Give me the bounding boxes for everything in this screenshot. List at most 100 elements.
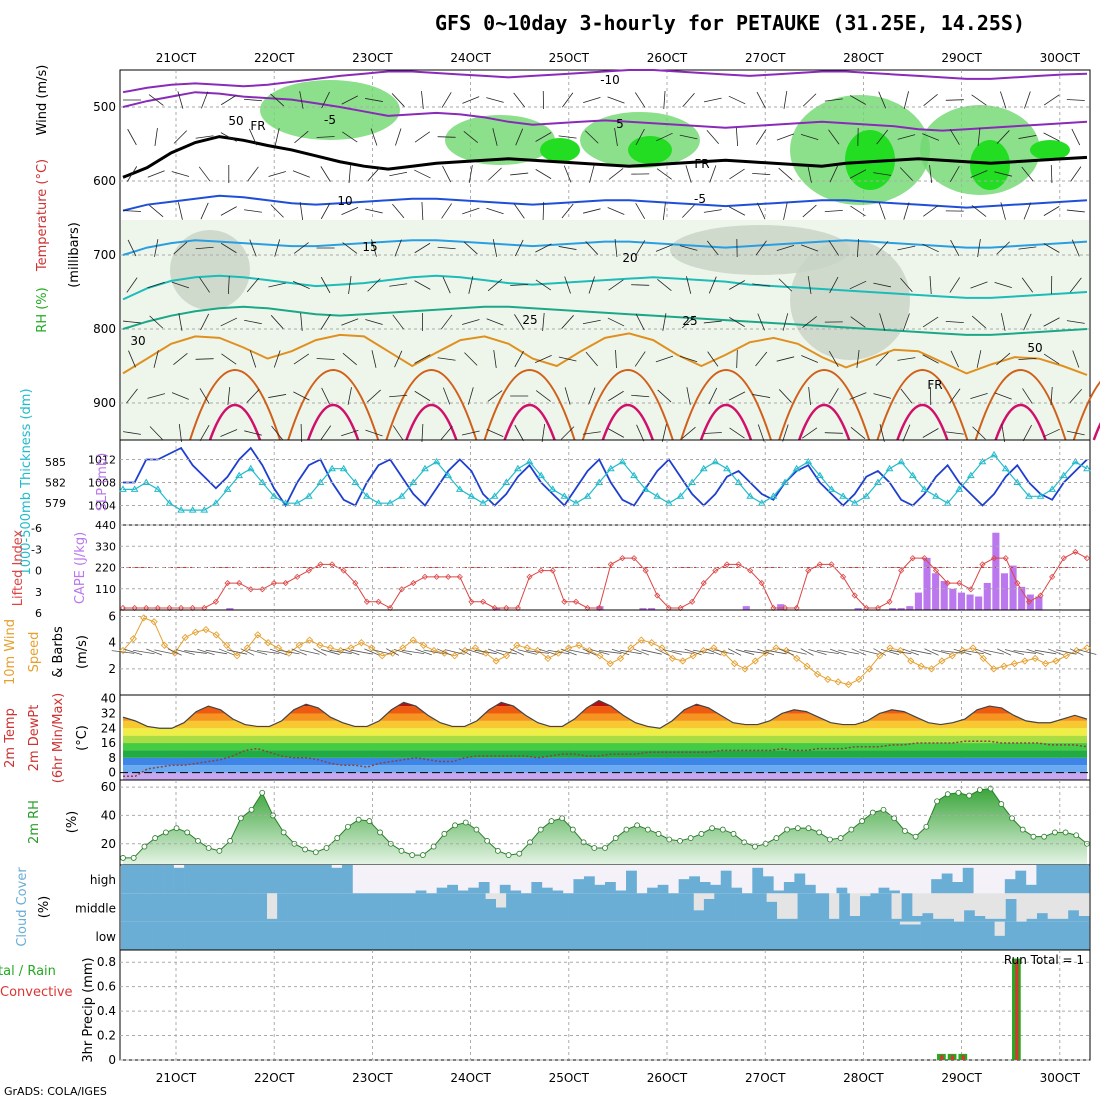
rh-axis-label-a: 2m RH — [27, 800, 42, 844]
wind10m-marker — [844, 680, 853, 689]
wind10m-marker — [679, 657, 687, 665]
wind-barb — [299, 91, 304, 109]
temp-band — [123, 743, 1087, 751]
wind-barb — [828, 388, 839, 404]
thickness-marker — [363, 492, 371, 499]
wind-barb — [147, 170, 165, 178]
cloud-cell — [289, 921, 301, 950]
cloud-cell — [583, 921, 595, 950]
rh-marker — [998, 801, 1005, 807]
cloud-cell — [464, 893, 476, 922]
cape-bar — [1035, 596, 1043, 610]
wind-barb — [873, 172, 892, 176]
warm-contour — [189, 369, 281, 441]
cloud-cell — [836, 921, 848, 950]
cloud-cell — [215, 865, 227, 894]
wind10m-label-c: & Barbs — [51, 626, 66, 678]
thickness-marker — [746, 492, 755, 499]
cloud-cell — [889, 890, 900, 894]
wind10m-barb — [800, 648, 814, 656]
wind10m-barb — [560, 648, 577, 656]
wind-barb — [949, 388, 961, 404]
rh-blob — [170, 230, 250, 310]
cape-bar — [889, 608, 897, 610]
wind-barb — [348, 164, 351, 184]
cloud-cell — [651, 893, 663, 922]
wind10m-marker — [627, 644, 635, 652]
precip-tick-label: 0.8 — [97, 955, 116, 969]
wind10m-barb — [684, 648, 702, 656]
wind10m-marker — [233, 652, 241, 660]
rh-marker — [494, 847, 501, 854]
rh-marker — [677, 838, 683, 844]
wind10m-marker — [938, 657, 946, 665]
thickness-marker — [606, 464, 615, 472]
wind-barb — [268, 282, 287, 288]
rh-marker — [184, 829, 191, 836]
wind10m-barb — [568, 649, 590, 655]
wind10m-barb — [838, 649, 860, 655]
wind-barb — [342, 352, 357, 366]
wind10m-barb — [829, 648, 847, 656]
cloud-cell — [370, 893, 382, 922]
wind-barb — [778, 389, 792, 403]
wind-barb — [703, 209, 722, 213]
wind10m-marker — [1031, 654, 1039, 663]
contour-label: 30 — [130, 334, 145, 348]
cloud-cell — [720, 870, 732, 894]
wind10m-marker — [1052, 657, 1060, 665]
temp-band — [123, 757, 1087, 766]
wind-barb — [370, 128, 378, 146]
wind10m-marker — [1041, 659, 1050, 668]
contour-label: 15 — [362, 240, 377, 254]
wind-barb — [414, 242, 431, 254]
temp-band — [123, 765, 1087, 773]
thickness-tick-label: 582 — [45, 477, 66, 490]
top-date-label: 24OCT — [450, 51, 491, 65]
cloud-cell — [891, 918, 902, 922]
cloud-cell — [510, 890, 522, 894]
isotherm-line — [122, 135, 1088, 179]
li-marker — [479, 598, 487, 605]
wind10m-marker — [751, 657, 759, 665]
wind10m-barb — [873, 648, 887, 656]
wind-barb — [971, 94, 987, 106]
wind10m-marker — [730, 659, 739, 668]
temp-line — [122, 699, 1088, 729]
wind-barb — [270, 315, 284, 329]
thickness-marker — [966, 471, 975, 479]
warm-contour — [876, 369, 969, 441]
wind10m-marker — [295, 641, 303, 649]
precip-convective-bar — [950, 1055, 955, 1060]
rh-marker — [934, 798, 940, 805]
wind10m-tick-label: 6 — [108, 610, 116, 624]
cloud-cell — [626, 870, 637, 894]
cloud-row-label: low — [96, 930, 117, 944]
thickness-marker — [839, 492, 847, 499]
cloud-cell — [797, 893, 809, 922]
wind10m-marker — [917, 662, 925, 670]
cloud-cell — [163, 865, 174, 894]
wind-barb — [389, 171, 408, 177]
rh-tick-label: 20 — [101, 837, 116, 851]
wind10m-barb — [641, 649, 662, 655]
warm-contour — [483, 369, 576, 441]
cloud-cell — [766, 901, 778, 922]
cloud-cell — [245, 893, 257, 922]
wind-barb — [782, 313, 789, 331]
cloud-cell — [880, 893, 892, 922]
wind10m-barb — [496, 649, 517, 655]
cloud-cell — [552, 890, 564, 894]
cloud-cell — [520, 921, 532, 950]
rh-marker — [152, 835, 159, 841]
slp-axis-label: SLP (mb) — [95, 453, 110, 512]
wind-barb — [394, 350, 403, 368]
rh-marker — [816, 829, 823, 836]
cloud-cell — [731, 921, 743, 950]
wind-barb — [802, 93, 817, 107]
wind10m-barb — [248, 649, 268, 655]
wind-barb — [227, 275, 230, 295]
rh-marker — [966, 792, 973, 799]
cloud-cell — [436, 921, 448, 950]
temp-band — [123, 700, 1087, 707]
